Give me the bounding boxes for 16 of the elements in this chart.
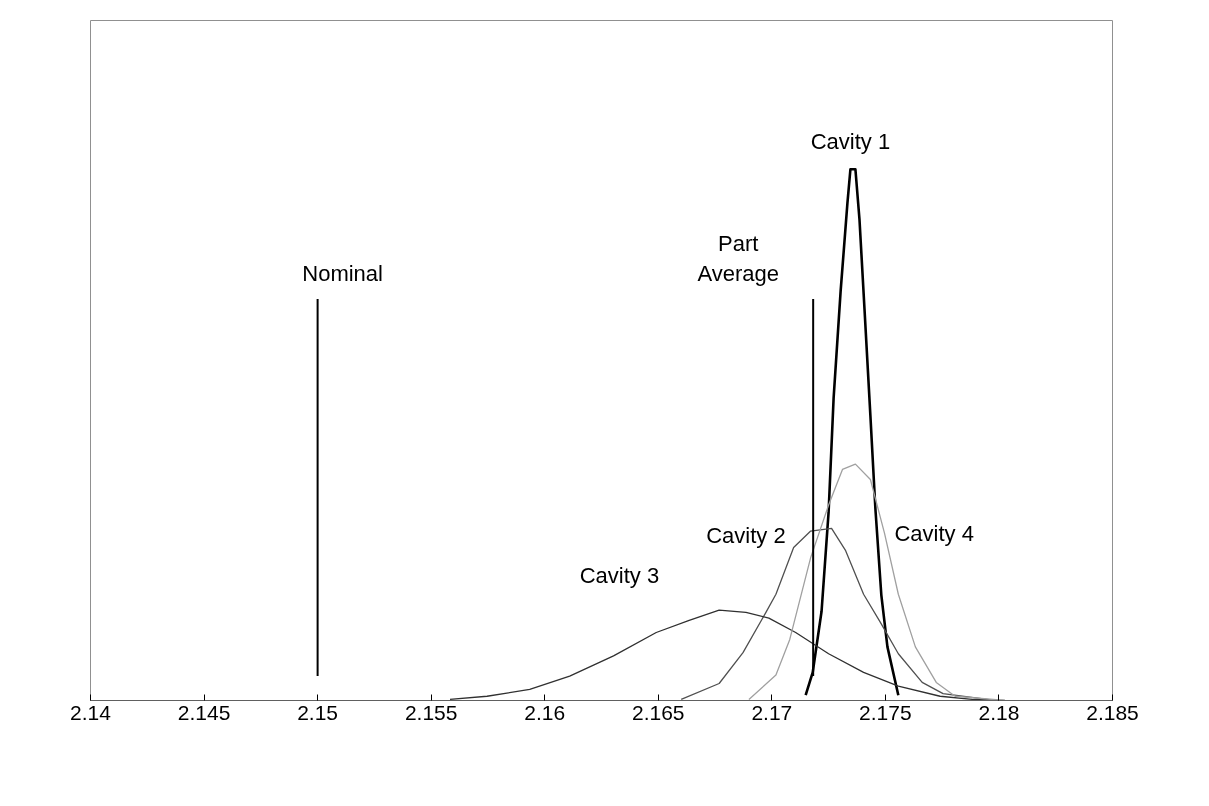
x-tick-label: 2.155 xyxy=(404,700,458,724)
x-tick-label: 2.15 xyxy=(297,700,339,724)
x-tick-label: 2.17 xyxy=(751,700,793,724)
ref-line-label: Nominal xyxy=(302,261,383,287)
series-label: Cavity 4 xyxy=(894,520,974,546)
ref-line-label: Part Average xyxy=(697,231,779,287)
x-tick-label: 2.14 xyxy=(70,700,112,724)
x-tick-label: 2.165 xyxy=(632,700,685,724)
series-label: Cavity 3 xyxy=(579,562,660,588)
series-label: Cavity 1 xyxy=(810,128,891,154)
x-tick-label: 2.185 xyxy=(1086,700,1139,724)
series-label: Cavity 2 xyxy=(706,523,786,548)
x-tick-label: 2.16 xyxy=(524,700,566,724)
x-tick-label: 2.18 xyxy=(978,700,1020,724)
x-tick-label: 2.145 xyxy=(177,700,231,724)
x-tick-label: 2.175 xyxy=(859,700,912,724)
